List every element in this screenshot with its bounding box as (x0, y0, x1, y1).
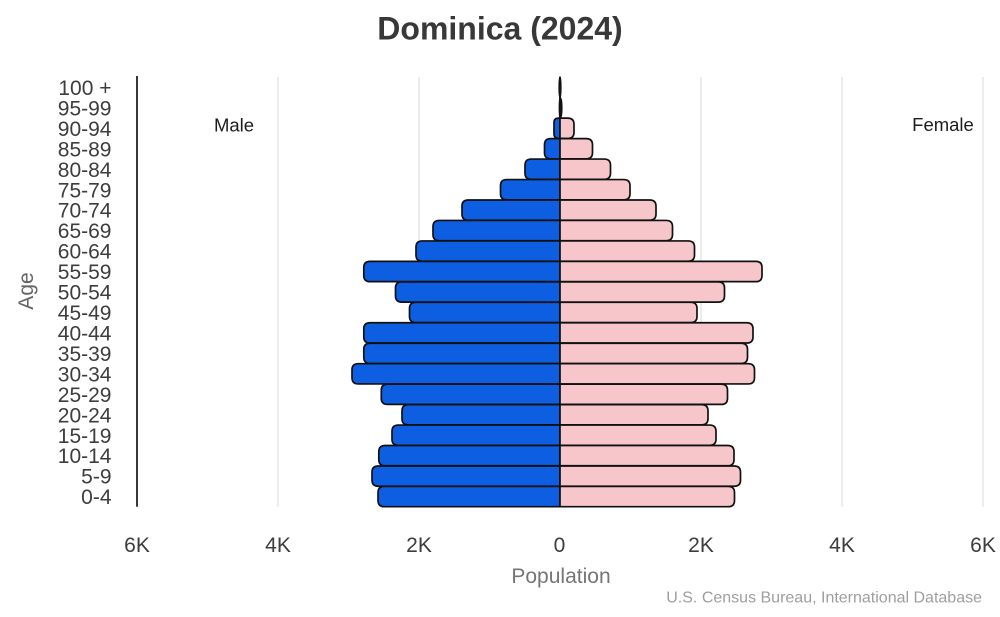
svg-text:Male: Male (214, 115, 254, 136)
svg-text:95-99: 95-99 (58, 97, 112, 120)
svg-text:4K: 4K (829, 534, 855, 557)
svg-text:100 +: 100 + (58, 77, 111, 100)
svg-text:65-69: 65-69 (58, 220, 112, 243)
svg-text:0: 0 (554, 534, 566, 557)
svg-text:45-49: 45-49 (58, 302, 112, 325)
svg-text:75-79: 75-79 (58, 179, 112, 202)
svg-text:40-44: 40-44 (58, 323, 112, 346)
svg-text:20-24: 20-24 (58, 404, 112, 427)
svg-text:Age: Age (15, 272, 38, 309)
svg-text:55-59: 55-59 (58, 261, 112, 284)
svg-text:15-19: 15-19 (58, 425, 112, 448)
svg-text:85-89: 85-89 (58, 138, 112, 161)
svg-text:10-14: 10-14 (58, 445, 112, 468)
svg-text:2K: 2K (688, 534, 714, 557)
svg-text:90-94: 90-94 (58, 118, 112, 141)
svg-text:30-34: 30-34 (58, 363, 112, 386)
svg-text:U.S. Census Bureau, Internatio: U.S. Census Bureau, International Databa… (666, 590, 982, 607)
svg-text:50-54: 50-54 (58, 282, 112, 305)
svg-text:25-29: 25-29 (58, 384, 112, 407)
svg-text:70-74: 70-74 (58, 200, 112, 223)
svg-text:2K: 2K (406, 534, 432, 557)
svg-text:0-4: 0-4 (81, 486, 112, 509)
svg-text:6K: 6K (970, 534, 996, 557)
svg-text:4K: 4K (265, 534, 291, 557)
svg-text:5-9: 5-9 (81, 466, 111, 489)
svg-text:35-39: 35-39 (58, 343, 112, 366)
svg-text:60-64: 60-64 (58, 241, 112, 264)
svg-text:Dominica (2024): Dominica (2024) (377, 11, 622, 47)
svg-text:Female: Female (912, 114, 974, 135)
svg-text:6K: 6K (124, 534, 150, 557)
svg-text:Population: Population (511, 565, 610, 588)
svg-text:80-84: 80-84 (58, 159, 112, 182)
